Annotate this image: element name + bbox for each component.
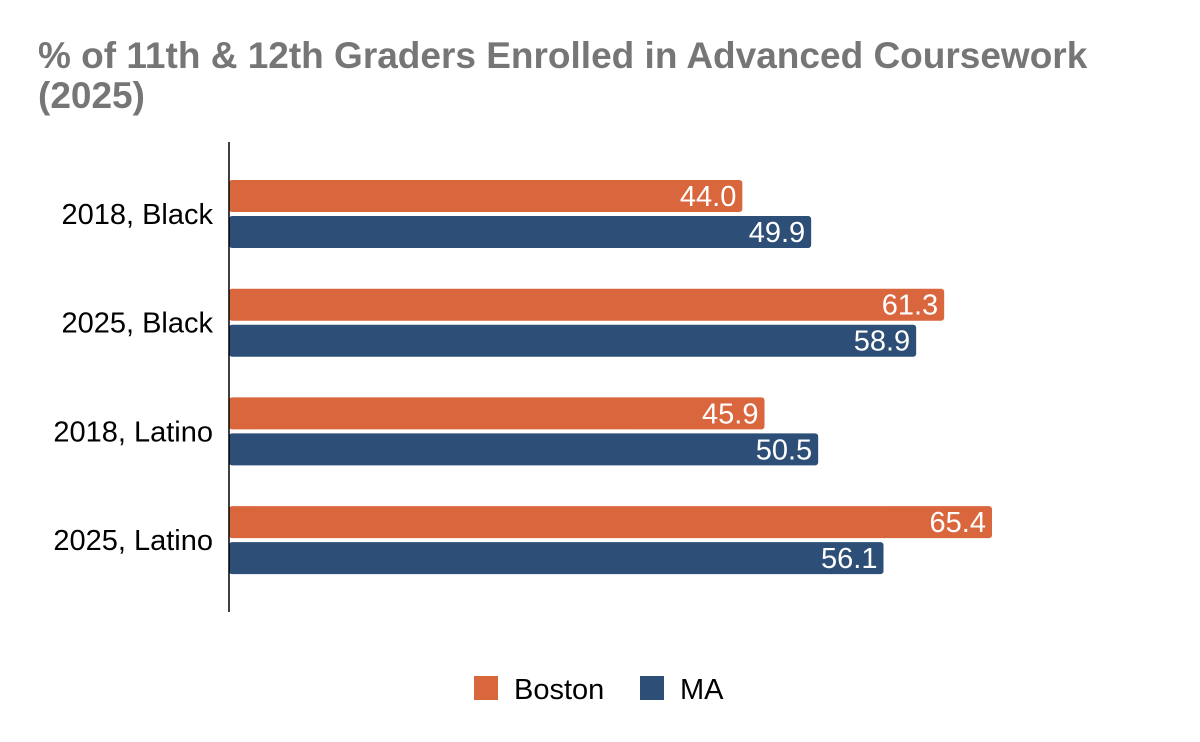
category-label-2025-latino: 2025, Latino <box>53 525 213 557</box>
legend-swatch-boston <box>474 676 498 700</box>
data-label-boston-2018-latino: 45.9 <box>702 398 758 430</box>
legend-item-boston[interactable]: Boston <box>474 674 604 706</box>
bar-ma-2025-black <box>229 324 917 357</box>
category-label-2025-black: 2025, Black <box>61 308 213 340</box>
legend-label-boston: Boston <box>514 674 604 706</box>
bar-boston-2018-latino <box>229 397 765 430</box>
bar-ma-2018-black <box>229 216 812 248</box>
data-label-ma-2025-black: 58.9 <box>854 326 910 358</box>
data-label-ma-2025-latino: 56.1 <box>821 543 877 575</box>
bars-layer: 44.0 49.9 61.3 58.9 45.9 50.5 65.4 56.1 <box>229 180 992 575</box>
bar-boston-2025-latino <box>229 506 992 539</box>
legend[interactable]: Boston MA <box>474 674 724 706</box>
data-label-ma-2018-black: 49.9 <box>749 217 805 249</box>
bar-ma-2018-latino <box>229 433 819 466</box>
chart-title: % of 11th & 12th Graders Enrolled in Adv… <box>38 35 1088 116</box>
data-label-boston-2025-black: 61.3 <box>882 290 938 322</box>
data-label-boston-2025-latino: 65.4 <box>930 507 986 539</box>
legend-item-ma[interactable]: MA <box>640 674 724 706</box>
bar-ma-2025-latino <box>229 542 884 575</box>
data-label-ma-2018-latino: 50.5 <box>756 434 812 466</box>
data-label-boston-2018-black: 44.0 <box>680 181 736 213</box>
bar-boston-2025-black <box>229 288 945 321</box>
category-labels: 2018, Black 2025, Black 2018, Latino 2025, … <box>53 199 213 557</box>
legend-label-ma: MA <box>680 674 724 706</box>
category-label-2018-black: 2018, Black <box>61 199 213 231</box>
legend-swatch-ma <box>640 676 664 700</box>
category-label-2018-latino: 2018, Latino <box>53 416 213 448</box>
bar-boston-2018-black <box>229 180 743 212</box>
